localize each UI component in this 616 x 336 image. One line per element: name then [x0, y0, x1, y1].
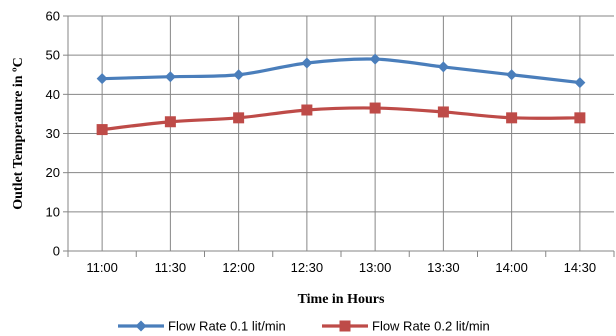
data-point	[506, 69, 518, 81]
legend-item: Flow Rate 0.1 lit/min	[118, 319, 286, 334]
data-point	[574, 112, 586, 124]
data-point	[301, 104, 313, 116]
data-point	[96, 124, 108, 136]
data-point	[437, 106, 449, 118]
x-tick-label: 14:00	[495, 260, 528, 275]
series-line	[101, 106, 580, 132]
x-tick-label: 11:30	[155, 260, 187, 275]
legend-item: Flow Rate 0.2 lit/min	[322, 319, 490, 334]
legend-diamond-marker	[135, 320, 147, 332]
y-tick-label: 20	[46, 165, 60, 180]
data-point	[369, 102, 381, 114]
data-point	[96, 73, 108, 85]
series-2	[96, 102, 586, 136]
axes	[63, 15, 615, 257]
y-tick-label: 60	[46, 9, 60, 24]
y-tick-label: 40	[46, 87, 60, 102]
x-tick-label: 14:30	[564, 260, 597, 275]
series-group	[96, 53, 586, 136]
y-tick-label: 30	[46, 126, 60, 141]
x-tick-label: 12:30	[291, 260, 324, 275]
legend-label: Flow Rate 0.2 lit/min	[372, 319, 490, 334]
series-1	[96, 53, 586, 89]
gridlines	[68, 15, 614, 251]
legend-label: Flow Rate 0.1 lit/min	[168, 319, 286, 334]
y-tick-labels: 0 10 20 30 40 50 60	[46, 9, 60, 259]
legend-square-marker	[339, 320, 351, 332]
y-tick-label: 10	[46, 204, 60, 219]
series-line	[102, 57, 581, 85]
x-tick-labels: 11:00 11:30 12:00 12:30 13:00 13:30 14:00 14:30	[86, 260, 596, 275]
y-axis-title: Outlet Temperature in ºC	[11, 57, 26, 210]
data-point	[233, 112, 245, 124]
data-point	[506, 112, 518, 124]
data-point	[369, 53, 381, 65]
x-tick-label: 11:00	[86, 260, 118, 275]
x-tick-label: 13:00	[359, 260, 392, 275]
data-point	[164, 71, 176, 83]
data-point	[437, 61, 449, 73]
y-tick-label: 50	[46, 48, 60, 63]
x-axis-title: Time in Hours	[298, 292, 385, 307]
y-tick-label: 0	[53, 244, 60, 259]
legend: Flow Rate 0.1 lit/min Flow Rate 0.2 lit/m…	[118, 319, 490, 334]
data-point	[233, 69, 245, 81]
data-point	[164, 116, 176, 128]
data-point	[574, 77, 586, 89]
x-tick-label: 13:30	[427, 260, 460, 275]
x-tick-label: 12:00	[222, 260, 255, 275]
data-point	[301, 57, 313, 69]
